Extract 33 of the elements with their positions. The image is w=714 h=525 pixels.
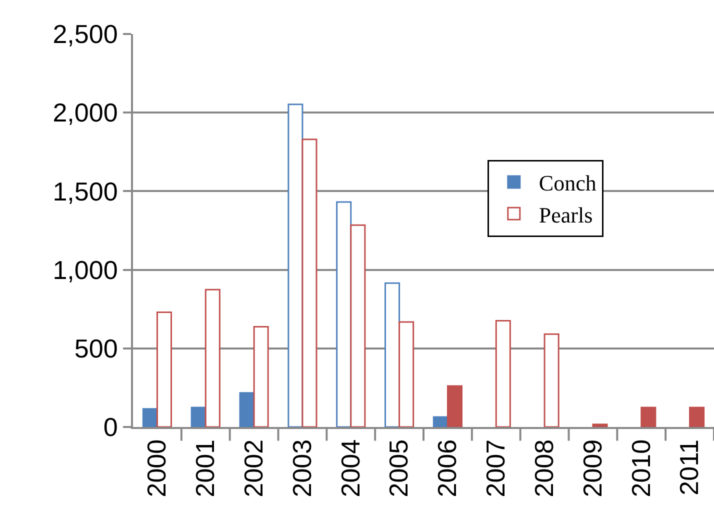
y-tick-label: 2,000 — [52, 98, 118, 128]
y-tick-label: 1,500 — [52, 176, 118, 206]
x-tick-label: 2003 — [286, 439, 317, 498]
x-tick-label: 2008 — [528, 439, 559, 498]
x-tick-label: 2001 — [190, 439, 220, 498]
bar — [156, 311, 172, 427]
bar — [592, 424, 608, 427]
bar — [204, 288, 220, 427]
legend-label: Conch — [538, 170, 596, 196]
bar — [239, 392, 255, 427]
x-tick-label: 2006 — [432, 439, 462, 498]
bar — [446, 385, 462, 427]
legend-label: Pearls — [538, 202, 593, 228]
bar — [142, 408, 158, 427]
y-tick-label: 1,000 — [52, 254, 118, 285]
x-tick-label: 2009 — [577, 439, 608, 498]
x-tick-label: 2004 — [335, 439, 366, 498]
bar — [640, 406, 656, 427]
y-tick-label: 500 — [74, 334, 118, 364]
y-tick-label: 0 — [103, 412, 118, 442]
bar — [253, 326, 269, 427]
x-tick-label: 2011 — [674, 439, 704, 496]
x-tick-label: 2000 — [142, 439, 172, 498]
bar — [495, 320, 511, 427]
bar — [432, 416, 448, 427]
x-tick-label: 2010 — [626, 439, 656, 498]
x-tick-label: 2002 — [238, 439, 268, 498]
y-tick-label: 2,500 — [52, 19, 118, 50]
x-tick-label: 2007 — [480, 439, 511, 498]
bar — [190, 406, 206, 427]
bar — [544, 333, 560, 427]
bar — [689, 406, 705, 427]
x-tick-label: 2005 — [384, 439, 414, 498]
